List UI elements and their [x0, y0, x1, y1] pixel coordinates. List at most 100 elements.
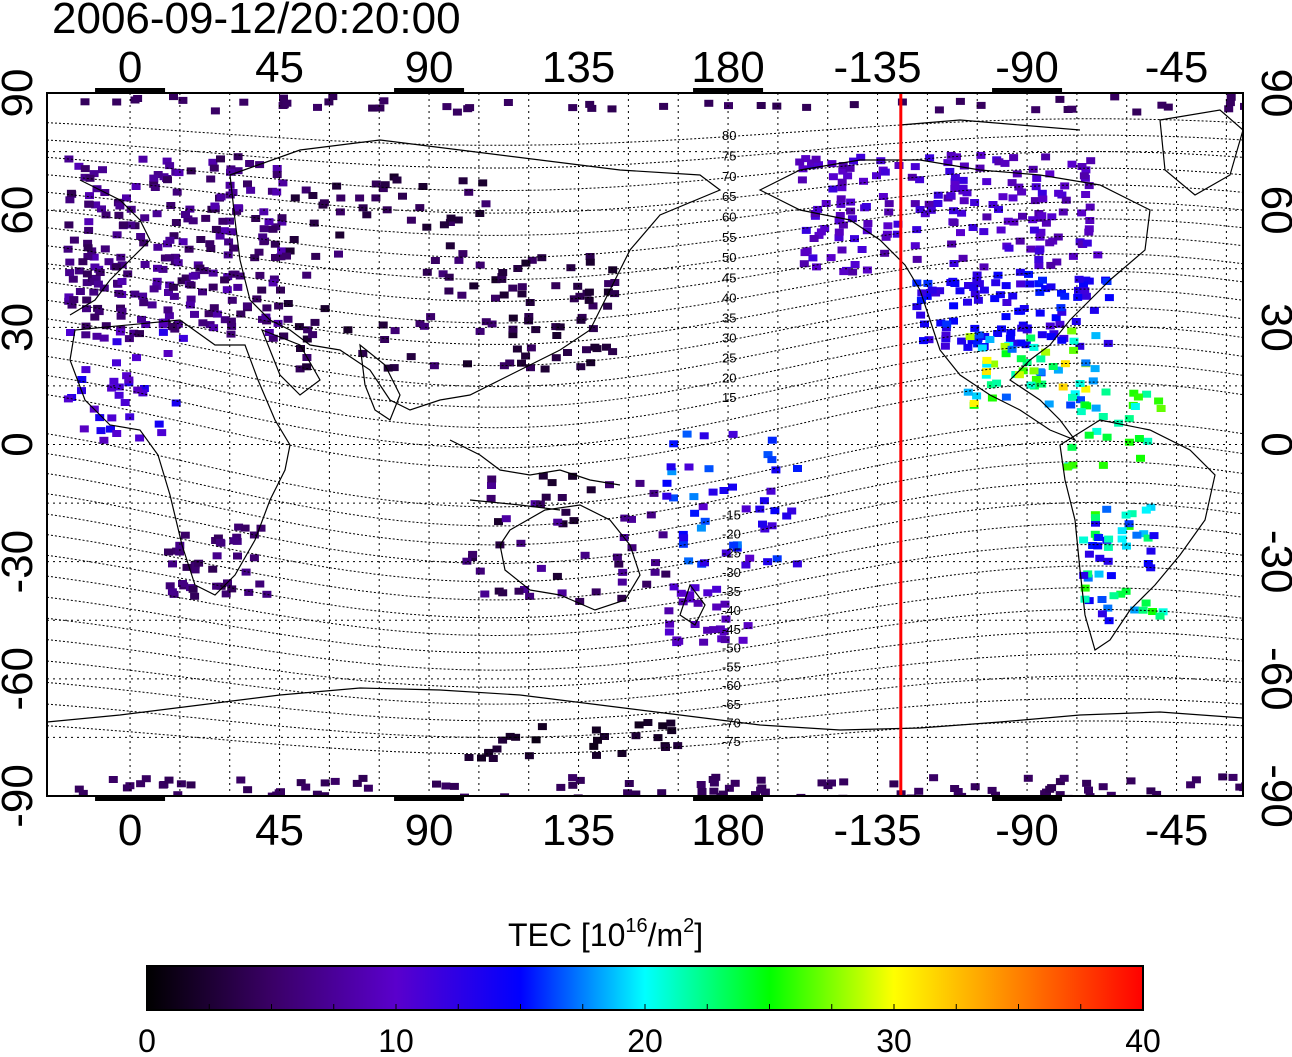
tec-cell [553, 518, 563, 526]
tec-cell [530, 500, 540, 508]
tec-cell [839, 268, 849, 276]
tec-cell [65, 196, 75, 204]
y-tick-label-left: -60 [0, 647, 42, 711]
tec-cell [383, 364, 393, 372]
tec-cell [85, 174, 95, 182]
tec-cell [212, 310, 222, 318]
tec-cell [910, 200, 920, 208]
tec-cell [837, 246, 847, 254]
tec-cell [1143, 534, 1153, 542]
tec-cell [936, 319, 946, 327]
tec-cell [912, 255, 922, 263]
tec-cell [940, 342, 950, 350]
tec-cell [646, 511, 656, 519]
geomagnetic-latitude-curve [47, 343, 1243, 429]
tec-cell [883, 222, 893, 230]
tec-cell [1134, 435, 1144, 442]
tec-cell [610, 290, 620, 298]
tec-cell [229, 244, 239, 252]
tec-cell [82, 305, 91, 313]
tec-cell [139, 385, 149, 392]
tec-cell [721, 549, 731, 557]
tec-cell [987, 394, 997, 402]
tec-cell [555, 323, 565, 331]
tec-cell [915, 176, 925, 184]
tec-cell [1055, 95, 1065, 103]
geomagnetic-latitude-label: 55 [722, 230, 736, 245]
y-tick-label-left: 60 [0, 186, 42, 235]
tec-cell [1035, 368, 1045, 376]
tec-cell [503, 99, 513, 106]
tec-cell [970, 324, 980, 332]
tec-cell [235, 272, 245, 280]
tec-cell [949, 317, 958, 325]
tec-cell [1102, 505, 1112, 513]
tec-cell [255, 271, 265, 279]
tec-cell [1060, 292, 1070, 300]
tec-cell [1077, 240, 1087, 248]
tec-cell [837, 178, 847, 186]
tec-cell [210, 107, 220, 115]
tec-cell [164, 254, 174, 262]
tec-cell [1066, 401, 1076, 409]
tec-cell [631, 732, 641, 740]
tec-cell [475, 327, 485, 335]
tec-cell [463, 360, 472, 368]
tec-cell [115, 202, 125, 210]
tec-cell [225, 181, 235, 189]
tec-cell [1028, 216, 1038, 224]
tec-cell [120, 399, 130, 406]
tec-cell [959, 162, 969, 170]
tec-cell [1155, 612, 1165, 620]
tec-cell [66, 329, 75, 336]
tec-cell [124, 335, 134, 343]
tec-cell [1029, 226, 1039, 234]
tec-cell [920, 320, 929, 328]
tec-cell [82, 296, 92, 304]
tec-cell [1048, 363, 1058, 370]
tec-cell [1044, 400, 1054, 408]
tec-cell [526, 364, 535, 372]
tec-cell [516, 539, 526, 547]
tec-cell [992, 379, 1002, 387]
tec-cell [84, 200, 94, 208]
tec-cell [272, 171, 282, 179]
tec-cell [1023, 774, 1033, 782]
x-tick-label-top: -45 [1145, 43, 1209, 92]
y-tick-label-right: -30 [1252, 530, 1292, 594]
tec-cell [513, 265, 523, 272]
tec-cell [876, 157, 886, 165]
tec-cell [1154, 397, 1164, 405]
tec-cell [228, 189, 238, 196]
tec-cell [669, 583, 679, 591]
colorbar-tick-label: 10 [378, 1023, 414, 1057]
tec-cell [116, 312, 126, 320]
tec-cell [262, 317, 272, 325]
tec-cell [585, 258, 595, 266]
tec-cell [257, 286, 267, 294]
tec-cell [79, 425, 89, 433]
tec-cell [964, 282, 973, 289]
tec-cell [457, 291, 467, 299]
coastlines [47, 109, 1243, 731]
tec-cell [320, 779, 330, 787]
figure-title: 2006-09-12/20:20:00 [52, 0, 461, 43]
tec-cell [81, 322, 91, 330]
geomagnetic-latitude-curve [47, 420, 1243, 508]
tec-cell [760, 788, 770, 796]
tec-cell [289, 236, 299, 243]
tec-cell [178, 334, 188, 342]
tec-cell [1141, 599, 1151, 607]
tec-cell [133, 386, 143, 394]
geomagnetic-latitude-label: 60 [722, 210, 736, 225]
tec-cell [1026, 245, 1036, 253]
tec-cell [1037, 189, 1047, 197]
tec-cell [276, 286, 285, 294]
tec-cell [1075, 380, 1085, 387]
tec-cell [1046, 283, 1056, 291]
tec-cell [175, 541, 185, 549]
tec-cell [604, 280, 614, 288]
tec-cell [64, 221, 74, 229]
tec-cell [808, 254, 818, 262]
tec-cell [585, 100, 595, 108]
